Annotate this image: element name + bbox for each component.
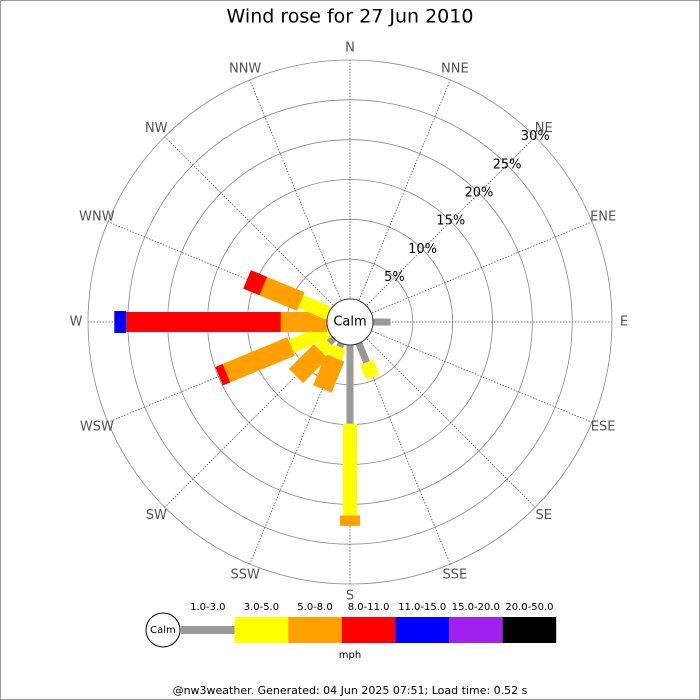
bar-segment: [215, 363, 231, 386]
bar-segment: [346, 345, 354, 424]
direction-label: SW: [146, 508, 167, 523]
direction-label: NW: [145, 121, 168, 136]
direction-label: NNE: [441, 61, 469, 76]
bar-segment: [259, 276, 305, 311]
bar-segment: [355, 341, 370, 364]
legend-calm-label: Calm: [150, 625, 176, 636]
direction-label: SE: [536, 508, 552, 523]
direction-label: E: [620, 315, 628, 330]
direction-label: S: [346, 589, 354, 604]
direction-label: W: [70, 315, 83, 330]
bar-segment: [298, 295, 332, 320]
legend-label: 5.0-8.0: [297, 602, 332, 613]
legend-swatch: [234, 617, 289, 643]
footer: @nw3weather. Generated: 04 Jun 2025 07:5…: [173, 684, 528, 697]
r-tick-label: 15%: [436, 214, 465, 229]
direction-label: N: [345, 41, 355, 56]
bar-segment: [315, 337, 335, 357]
r-tick-label: 5%: [384, 270, 405, 285]
legend-swatch: [449, 617, 503, 643]
direction-label: ENE: [590, 210, 616, 225]
bar-segment: [360, 359, 380, 380]
direction-label: ESE: [591, 419, 616, 434]
bar-segment: [336, 341, 345, 349]
bar-segment: [243, 270, 268, 296]
bar-segment: [288, 344, 328, 384]
legend-label: 15.0-20.0: [452, 602, 500, 613]
calm-label: Calm: [333, 315, 366, 330]
bar-segment: [373, 318, 391, 326]
bar-segment: [222, 337, 296, 383]
legend-label: 11.0-15.0: [398, 602, 446, 613]
legend-swatch: [502, 617, 557, 643]
r-tick-label: 20%: [464, 186, 493, 201]
legend-label: 3.0-5.0: [244, 602, 279, 613]
direction-label: WSW: [80, 419, 114, 434]
bar-segment: [280, 312, 327, 332]
bar-segment: [340, 515, 360, 526]
legend-label: 1.0-3.0: [190, 602, 225, 613]
legend-label: 8.0-11.0: [348, 602, 390, 613]
chart-title: Wind rose for 27 Jun 2010: [227, 6, 474, 28]
direction-label: WNW: [79, 210, 115, 225]
bar-segment: [343, 423, 357, 516]
direction-label: NE: [535, 121, 553, 136]
legend-swatch: [341, 617, 396, 643]
legend-swatch: [181, 626, 235, 634]
legend: Calm mph 1.0-3.0 3.0-5.0 5.0-8.0 8.0-11.0 11…: [145, 602, 557, 661]
bar-segment: [313, 354, 345, 393]
legend-swatch: [288, 617, 342, 643]
direction-label: SSE: [442, 568, 467, 583]
legend-calm-circle: [145, 612, 181, 648]
legend-swatch: [395, 617, 449, 643]
direction-label: NNW: [229, 61, 261, 76]
direction-label: SSW: [230, 568, 260, 583]
bar-segment: [114, 311, 127, 333]
bar-segment: [126, 312, 281, 332]
legend-label: 20.0-50.0: [505, 602, 553, 613]
legend-unit: mph: [339, 650, 361, 661]
bars: [114, 270, 391, 526]
calm-circle: [326, 298, 374, 346]
